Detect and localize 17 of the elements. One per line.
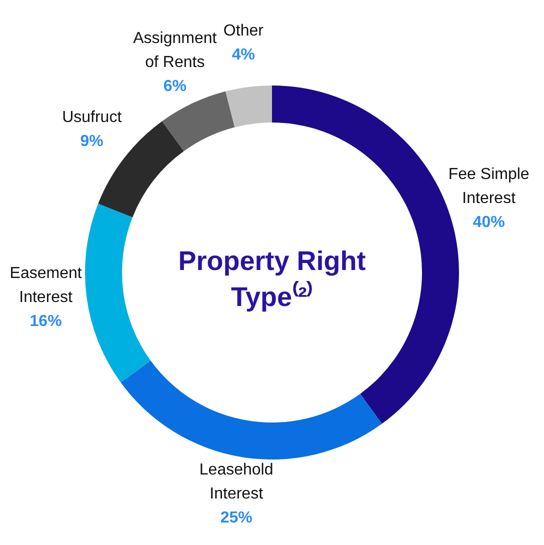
data-label: 4%	[232, 46, 255, 64]
data-label: 25%	[220, 510, 252, 527]
data-label: 16%	[30, 313, 62, 330]
slice-label: Fee Simple Interest	[448, 166, 530, 208]
data-label: 40%	[472, 214, 505, 232]
slice-label: Easement Interest	[10, 265, 82, 306]
data-label: 9%	[80, 132, 104, 150]
slice-label: Leasehold Interest	[199, 462, 274, 503]
slice-label: Usufruct	[62, 108, 122, 126]
slice-label: Assignment of Rents	[133, 30, 218, 72]
donut-slice	[225, 86, 272, 128]
data-label: 6%	[163, 78, 186, 96]
donut-slice	[85, 204, 151, 382]
slice-label: Other	[223, 22, 264, 40]
text: Property Right Type⁽²⁾	[178, 246, 366, 312]
donut-slice	[162, 91, 235, 152]
donut-slice	[120, 360, 382, 460]
